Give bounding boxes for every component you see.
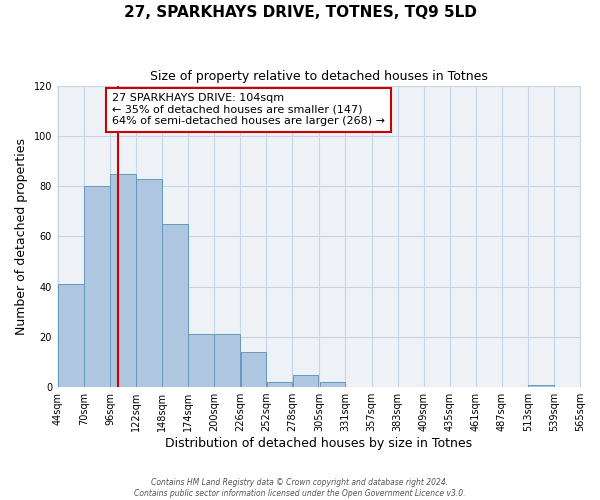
Bar [110,174,136,387]
Bar [214,334,240,387]
Bar [320,382,345,387]
Bar [266,382,292,387]
Bar [84,186,110,387]
Bar [241,352,266,387]
Text: 27, SPARKHAYS DRIVE, TOTNES, TQ9 5LD: 27, SPARKHAYS DRIVE, TOTNES, TQ9 5LD [124,5,476,20]
Text: 27 SPARKHAYS DRIVE: 104sqm
← 35% of detached houses are smaller (147)
64% of sem: 27 SPARKHAYS DRIVE: 104sqm ← 35% of deta… [112,93,385,126]
Text: Contains HM Land Registry data © Crown copyright and database right 2024.
Contai: Contains HM Land Registry data © Crown c… [134,478,466,498]
Bar [163,224,188,387]
Bar [528,384,554,387]
Bar [293,374,318,387]
Y-axis label: Number of detached properties: Number of detached properties [15,138,28,335]
Title: Size of property relative to detached houses in Totnes: Size of property relative to detached ho… [150,70,488,83]
Bar [188,334,214,387]
Bar [58,284,84,387]
X-axis label: Distribution of detached houses by size in Totnes: Distribution of detached houses by size … [166,437,472,450]
Bar [136,178,162,387]
